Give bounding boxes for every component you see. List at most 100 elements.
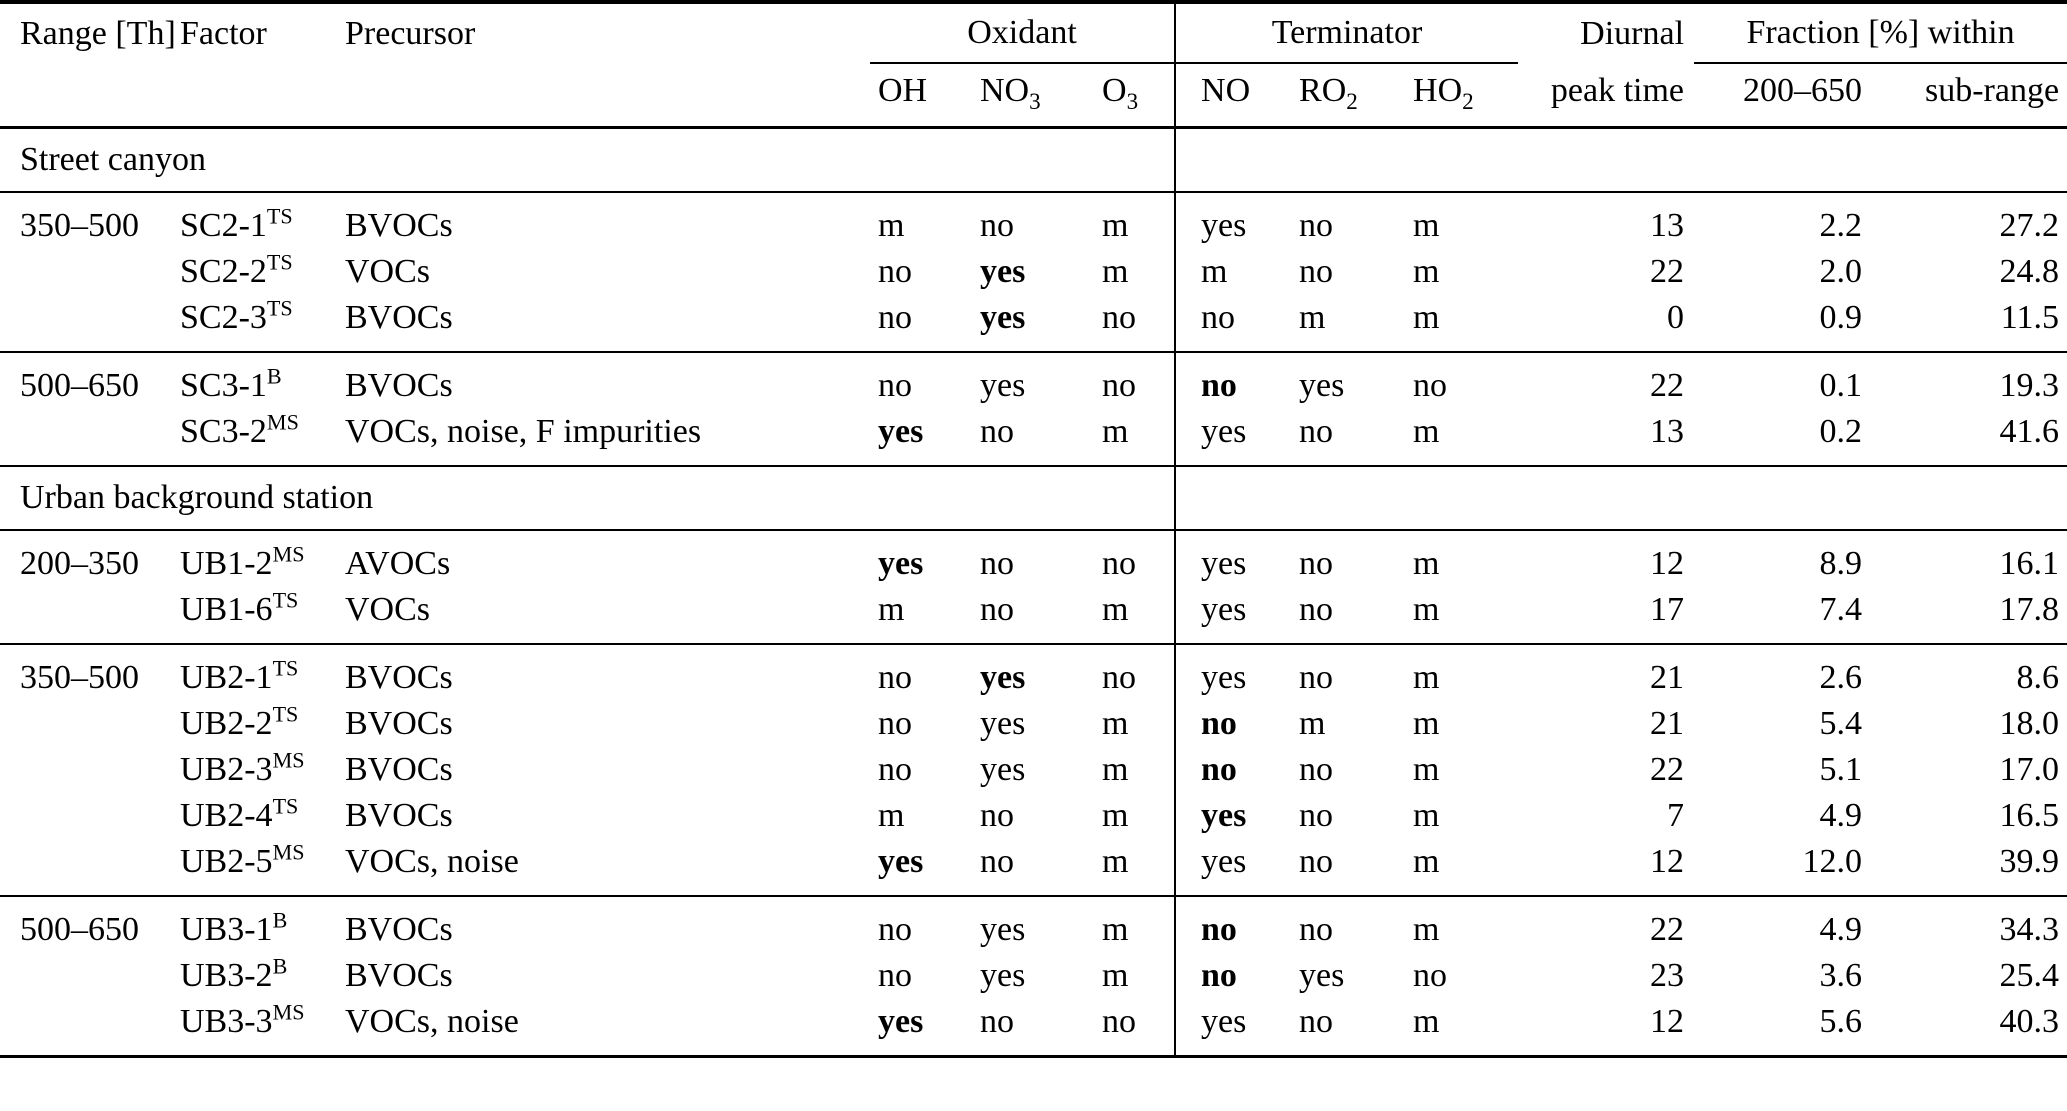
col-header-ho2: HO2 <box>1413 72 1474 115</box>
cell-peak: 22 <box>1650 751 1685 788</box>
cell-o3: no <box>1102 299 1136 336</box>
cell-ro2: no <box>1299 1003 1334 1040</box>
cell-range: 350–500 <box>20 207 139 244</box>
cell-f200: 2.0 <box>1819 253 1863 290</box>
cell-oh: no <box>878 957 912 994</box>
cell-ho2: m <box>1413 797 1440 834</box>
section-label: Street canyon <box>20 141 206 178</box>
cell-no3: no <box>980 545 1014 582</box>
cell-range <box>0 409 162 466</box>
cell-f200: 4.9 <box>1819 911 1863 948</box>
cell-fsub: 18.0 <box>1999 705 2060 742</box>
cell-precursor: VOCs <box>345 591 431 628</box>
cell-no3: yes <box>980 705 1026 742</box>
cell-ho2: m <box>1413 1003 1440 1040</box>
cell-range <box>0 249 162 295</box>
cell-no: no <box>1174 747 1275 793</box>
cell-peak: 7 <box>1667 797 1685 834</box>
cell-factor: UB2-2TS <box>180 701 299 742</box>
cell-fsub: 34.3 <box>1999 911 2060 948</box>
cell-no: m <box>1174 249 1275 295</box>
table-row: 200–350 UB1-2MS AVOCs yes no no yes no m 12 8.9 16.… <box>0 530 2067 587</box>
cell-ro2: no <box>1299 253 1334 290</box>
cell-no3: no <box>980 1003 1014 1040</box>
cell-range <box>0 953 162 999</box>
cell-range: 500–650 <box>20 367 139 404</box>
cell-f200: 5.1 <box>1819 751 1863 788</box>
cell-oh: no <box>878 751 912 788</box>
cell-o3: m <box>1102 207 1129 244</box>
cell-o3: m <box>1102 705 1129 742</box>
cell-ho2: m <box>1413 545 1440 582</box>
cell-range: 350–500 <box>20 659 139 696</box>
cell-range: 200–350 <box>20 545 139 582</box>
cell-no3: yes <box>980 299 1026 336</box>
cell-factor: SC2-3TS <box>180 295 293 336</box>
cell-ro2: no <box>1299 591 1334 628</box>
table-row: 500–650 SC3-1B BVOCs no yes no no yes no 22 0.1 19.… <box>0 352 2067 409</box>
cell-ho2: m <box>1413 591 1440 628</box>
cell-no: yes <box>1174 999 1275 1057</box>
cell-range <box>0 747 162 793</box>
cell-o3: no <box>1102 545 1136 582</box>
spacer <box>0 63 162 128</box>
cell-factor: UB2-5MS <box>180 839 305 880</box>
table-row: SC2-2TS VOCs no yes m m no m 22 2.0 24.8 <box>0 249 2067 295</box>
cell-oh: m <box>878 797 905 834</box>
cell-fsub: 8.6 <box>2016 659 2060 696</box>
cell-ro2: no <box>1299 843 1334 880</box>
cell-fsub: 16.1 <box>1999 545 2060 582</box>
cell-o3: m <box>1102 797 1129 834</box>
cell-peak: 23 <box>1650 957 1685 994</box>
cell-factor: SC2-1TS <box>180 203 293 244</box>
cell-oh: yes <box>878 1003 924 1040</box>
cell-ho2: m <box>1413 413 1440 450</box>
cell-no: yes <box>1174 793 1275 839</box>
table-row: UB2-4TS BVOCs m no m yes no m 7 4.9 16.5 <box>0 793 2067 839</box>
cell-oh: m <box>878 207 905 244</box>
cell-no3: no <box>980 797 1014 834</box>
cell-factor: UB3-1B <box>180 907 288 948</box>
cell-o3: m <box>1102 751 1129 788</box>
cell-fsub: 41.6 <box>1999 413 2060 450</box>
cell-precursor: VOCs <box>345 253 431 290</box>
cell-o3: m <box>1102 911 1129 948</box>
cell-f200: 5.6 <box>1819 1003 1863 1040</box>
cell-no3: yes <box>980 367 1026 404</box>
cell-ho2: m <box>1413 843 1440 880</box>
group-header-oxidant: Oxidant <box>870 2 1176 64</box>
cell-range <box>0 295 162 352</box>
cell-no: no <box>1174 953 1275 999</box>
cell-no3: yes <box>980 957 1026 994</box>
cell-oh: yes <box>878 843 924 880</box>
cell-ho2: m <box>1413 207 1440 244</box>
cell-oh: no <box>878 659 912 696</box>
group-header-fraction: Fraction [%] within <box>1694 2 2067 64</box>
cell-fsub: 27.2 <box>1999 207 2060 244</box>
cell-fsub: 11.5 <box>2000 299 2060 336</box>
table-row: UB3-2B BVOCs no yes m no yes no 23 3.6 25.4 <box>0 953 2067 999</box>
cell-oh: yes <box>878 545 924 582</box>
cell-factor: UB3-3MS <box>180 999 305 1040</box>
group-header-diurnal: Diurnal <box>1580 15 1685 52</box>
cell-peak: 22 <box>1650 367 1685 404</box>
cell-no3: no <box>980 843 1014 880</box>
cell-ro2: no <box>1299 911 1334 948</box>
cell-precursor: BVOCs <box>345 797 453 834</box>
cell-f200: 0.1 <box>1819 367 1863 404</box>
cell-factor: SC3-2MS <box>180 409 299 450</box>
cell-ho2: no <box>1413 367 1448 404</box>
cell-f200: 0.9 <box>1819 299 1863 336</box>
cell-o3: no <box>1102 659 1136 696</box>
section-spacer <box>1174 127 2067 192</box>
table-row: 350–500 SC2-1TS BVOCs m no m yes no m 13 2.2 27.2 <box>0 192 2067 249</box>
cell-ho2: m <box>1413 659 1440 696</box>
cell-precursor: BVOCs <box>345 659 453 696</box>
cell-ro2: yes <box>1299 957 1345 994</box>
cell-precursor: BVOCs <box>345 751 453 788</box>
cell-oh: no <box>878 911 912 948</box>
spacer <box>162 63 330 128</box>
cell-f200: 5.4 <box>1819 705 1863 742</box>
cell-o3: no <box>1102 1003 1136 1040</box>
cell-peak: 21 <box>1650 659 1685 696</box>
